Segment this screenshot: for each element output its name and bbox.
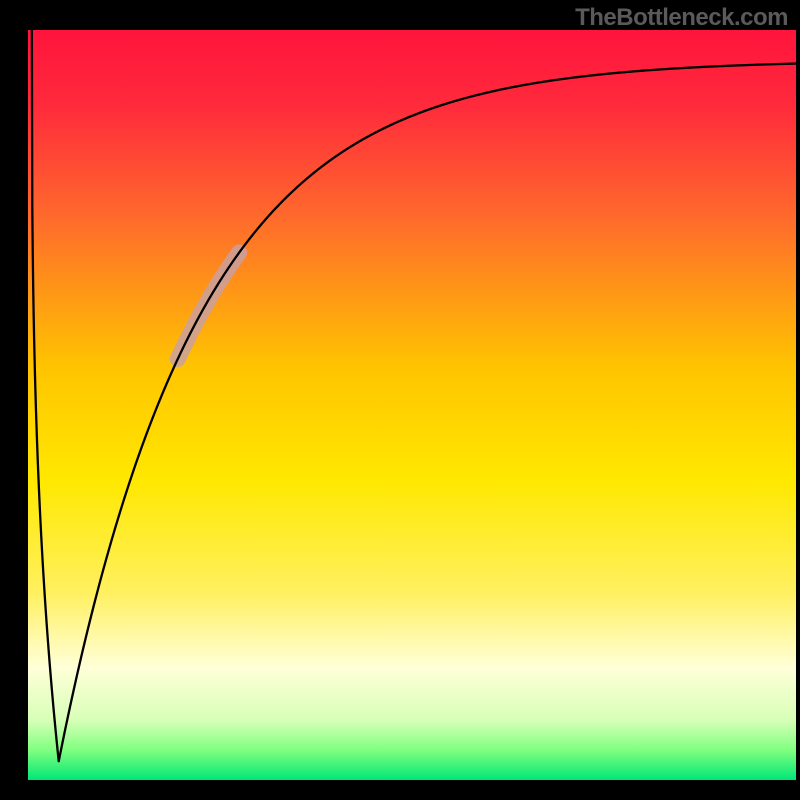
plot-area (28, 30, 796, 780)
watermark-text: TheBottleneck.com (575, 4, 788, 32)
gradient-background (28, 30, 796, 780)
chart-container: TheBottleneck.com (0, 0, 800, 800)
